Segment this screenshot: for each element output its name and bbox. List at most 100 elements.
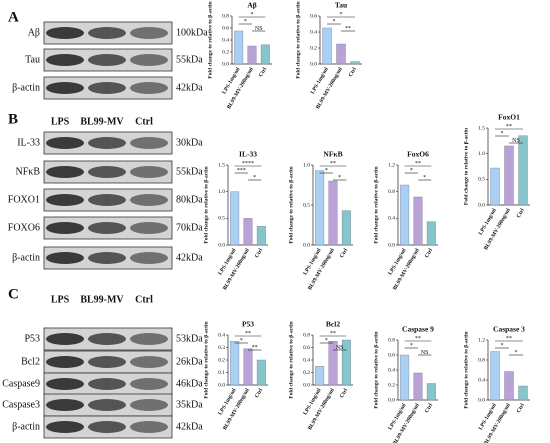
blot-size: 42kDa <box>176 421 203 432</box>
blot-band <box>46 252 84 264</box>
y-tick-label: 0.4 <box>218 332 225 338</box>
blot-band <box>130 82 168 94</box>
y-axis-label: Fold change to relative to β-actin <box>295 1 301 78</box>
bar <box>336 43 346 65</box>
blot-band <box>88 166 126 178</box>
bar <box>490 351 500 401</box>
blot-label: Bcl2 <box>21 356 40 367</box>
bar <box>504 371 514 401</box>
y-axis-label: Fold change to relative to β-actin <box>373 331 379 408</box>
y-axis-label: Fold change to relative to β-actin <box>463 331 469 408</box>
blot-band <box>46 137 84 149</box>
lane-label: Ctrl <box>135 294 153 305</box>
panel-letter: B <box>8 111 18 127</box>
blot-size: 80kDa <box>176 194 203 205</box>
blot-band <box>46 333 84 345</box>
blot-band <box>88 54 126 66</box>
blot-size: 30kDa <box>176 137 203 148</box>
bar <box>230 191 240 246</box>
y-axis-label: Fold change to relative to β-actin <box>203 166 209 243</box>
significance-label: ** <box>245 331 251 337</box>
bar <box>400 354 410 401</box>
blot-band <box>46 421 84 433</box>
y-tick-label: 0.5 <box>478 177 485 183</box>
blot-band <box>130 222 168 234</box>
significance-label: * <box>410 168 413 174</box>
blot-size: 100kDa <box>176 27 208 38</box>
blot-label: Caspase3 <box>2 399 40 410</box>
bar <box>256 359 266 386</box>
y-tick-label: 1.2 <box>388 162 395 168</box>
significance-label: ** <box>330 331 336 337</box>
significance-label: * <box>253 175 256 181</box>
lane-label: BL99-MV <box>80 116 124 127</box>
blot-label: FOXO6 <box>8 222 40 233</box>
blot-band <box>46 166 84 178</box>
bar <box>413 372 423 401</box>
y-tick-label: 0.0 <box>310 61 317 67</box>
x-tick-label: Ctrl <box>424 247 434 259</box>
y-tick-label: 0.4 <box>310 29 317 35</box>
blot-label: β-actin <box>12 421 40 432</box>
bar <box>328 341 338 386</box>
y-tick-label: 0.0 <box>218 242 225 248</box>
x-tick-label: BL99-MV-200ug/ml <box>315 66 344 110</box>
chart-title: Caspase 9 <box>402 325 434 334</box>
x-tick-label: Ctrl <box>516 207 526 219</box>
blot-band <box>130 333 168 345</box>
blot-band <box>130 356 168 368</box>
y-tick-label: 1.5 <box>218 162 225 168</box>
y-tick-label: 1.5 <box>478 125 485 131</box>
blot-band <box>130 194 168 206</box>
blot-band <box>88 421 126 433</box>
blot-band <box>130 166 168 178</box>
blot-band <box>130 27 168 39</box>
blot-size: 46kDa <box>176 378 203 389</box>
x-tick-label: Ctrl <box>258 66 268 78</box>
chart-title: IL-33 <box>239 150 257 159</box>
significance-label: *** <box>237 168 246 174</box>
significance-label: * <box>410 343 413 349</box>
y-tick-label: 0.4 <box>303 357 310 363</box>
y-tick-label: 0.5 <box>218 216 225 222</box>
blot-band <box>46 194 84 206</box>
y-axis-label: Fold change to relative to β-actin <box>463 128 469 205</box>
y-axis-label: Fold change to relative to β-actin <box>288 321 294 398</box>
significance-label: * <box>501 131 504 137</box>
blot-band <box>46 82 84 94</box>
y-tick-label: 0.0 <box>303 382 310 388</box>
x-tick-label: Ctrl <box>339 247 349 259</box>
significance-label: ** <box>415 161 421 167</box>
bar <box>234 30 244 65</box>
significance-label: ** <box>345 26 351 32</box>
blot-band <box>130 399 168 411</box>
bar <box>518 135 528 206</box>
blot-band <box>88 82 126 94</box>
blot-label: NFκB <box>16 166 41 177</box>
y-tick-label: 0.0 <box>478 202 485 208</box>
y-tick-label: 0.5 <box>303 202 310 208</box>
chart-title: Tau <box>335 1 347 10</box>
y-tick-label: 0.2 <box>310 45 317 51</box>
blot-size: 26kDa <box>176 356 203 367</box>
y-tick-label: 0.4 <box>388 216 395 222</box>
blot-band <box>88 333 126 345</box>
bar <box>350 61 360 65</box>
y-axis-label: Fold change to relative to β-actin <box>288 166 294 243</box>
x-tick-label: BL99-MV-200ug/ml <box>483 207 512 251</box>
significance-label: * <box>340 12 343 18</box>
bar <box>490 167 500 206</box>
y-tick-label: 0.8 <box>222 13 229 19</box>
y-tick-label: 0.4 <box>478 377 485 383</box>
chart-title: NFκB <box>323 150 342 159</box>
lane-label: Ctrl <box>135 116 153 127</box>
x-tick-label: Ctrl <box>348 66 358 78</box>
chart-title: P53 <box>242 320 254 329</box>
x-tick-label: Ctrl <box>424 402 434 414</box>
significance-label: * <box>251 12 254 18</box>
blot-band <box>88 252 126 264</box>
blot-size: 53kDa <box>176 333 203 344</box>
blot-band <box>88 378 126 390</box>
y-tick-label: 0.2 <box>303 370 310 376</box>
y-axis-label: Fold change to relative to β-actin <box>373 166 379 243</box>
